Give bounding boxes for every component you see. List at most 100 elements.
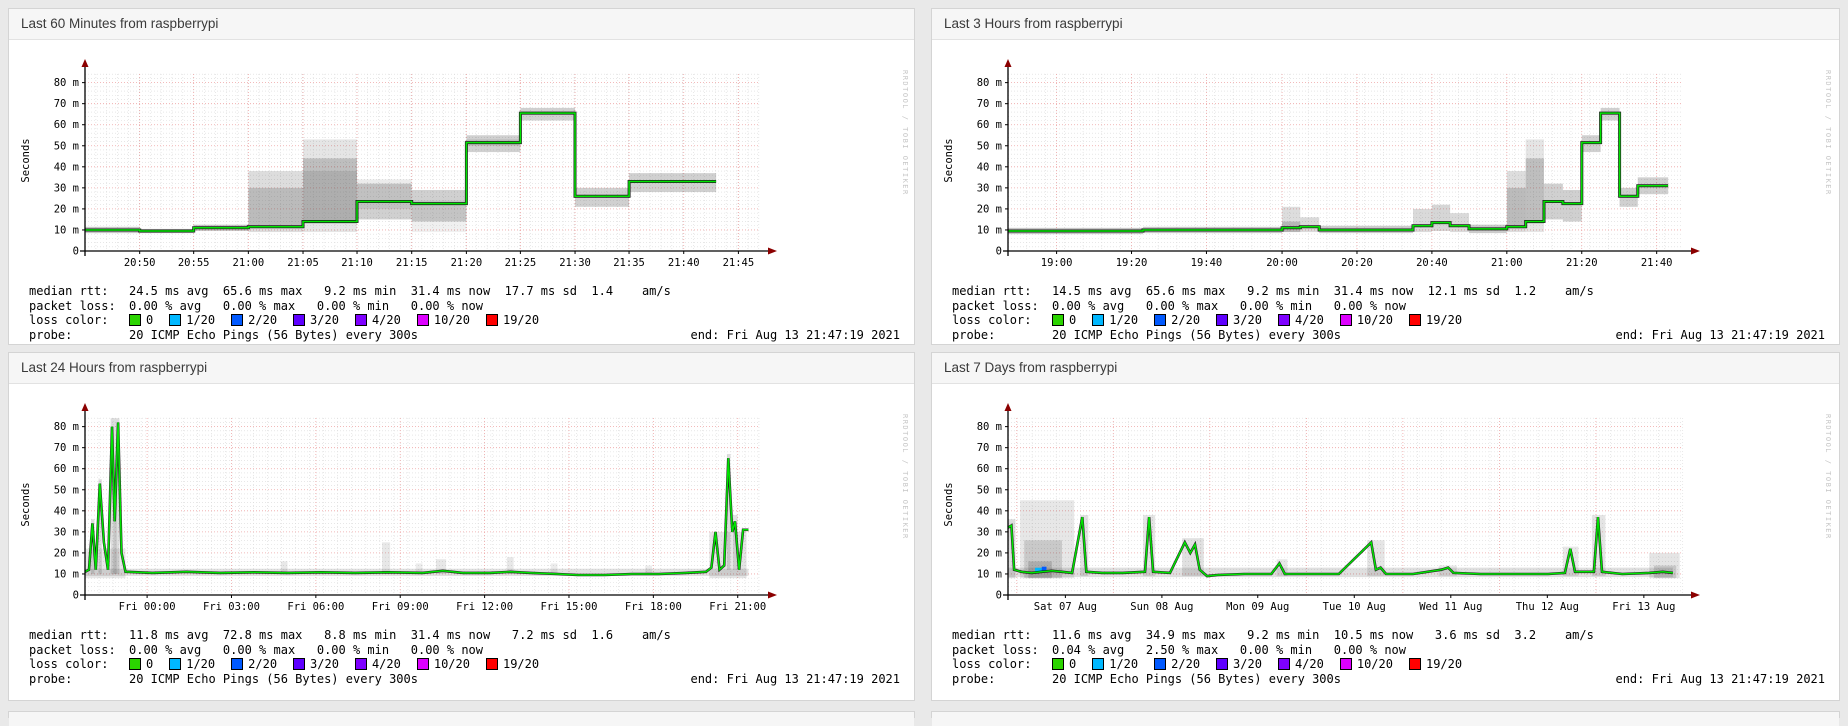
legend-color-swatch bbox=[416, 658, 429, 671]
legend-label: 19/20 bbox=[1425, 313, 1463, 327]
svg-text:30 m: 30 m bbox=[977, 526, 1002, 538]
svg-text:21:10: 21:10 bbox=[341, 257, 373, 269]
legend-color-swatch bbox=[354, 658, 367, 671]
stat-median-rtt: median rtt: 11.8 ms avg 72.8 ms max 8.8 m… bbox=[29, 628, 914, 643]
legend-label: 4/20 bbox=[371, 313, 401, 327]
legend-color-swatch bbox=[293, 314, 306, 327]
panel-header: Last 3 Hours from raspberrypi bbox=[932, 9, 1839, 40]
legend-item: 3/20 bbox=[1216, 657, 1262, 672]
panel-header bbox=[932, 712, 1839, 726]
svg-text:70 m: 70 m bbox=[977, 98, 1002, 110]
svg-text:60 m: 60 m bbox=[977, 119, 1002, 131]
legend-item: 0 bbox=[129, 657, 153, 672]
legend-color-swatch bbox=[1052, 658, 1064, 671]
svg-text:Thu 12 Aug: Thu 12 Aug bbox=[1516, 601, 1579, 613]
stat-label: median rtt: bbox=[29, 284, 109, 298]
legend-label: 0 bbox=[146, 657, 154, 671]
svg-text:20:55: 20:55 bbox=[178, 257, 210, 269]
legend-label: 0 bbox=[1069, 657, 1077, 671]
stat-label: loss color: bbox=[952, 657, 1032, 671]
legend-label: 0 bbox=[1069, 313, 1077, 327]
svg-text:Mon 09 Aug: Mon 09 Aug bbox=[1226, 601, 1289, 613]
legend-label: 19/20 bbox=[1425, 657, 1463, 671]
rrdtool-watermark: RRDTOOL / TOBI OETIKER bbox=[901, 414, 909, 540]
svg-text:10 m: 10 m bbox=[54, 224, 79, 236]
svg-text:Fri 00:00: Fri 00:00 bbox=[119, 601, 176, 613]
svg-text:0: 0 bbox=[996, 246, 1002, 258]
stat-packet-loss: packet loss: 0.04 % avg 2.50 % max 0.00 %… bbox=[952, 643, 1839, 658]
y-axis-label: Seconds bbox=[20, 138, 32, 182]
svg-text:21:20: 21:20 bbox=[451, 257, 483, 269]
smokeping-graph-24h[interactable]: Fri 00:00 Fri 03:00 Fri 06:00 Fri 09:00 Fri … bbox=[15, 390, 913, 626]
stat-value: 24.5 ms avg 65.6 ms max 9.2 ms min 31.4 … bbox=[129, 284, 671, 298]
loss-color-legend: 0 1/20 2/20 3/20 4/20 10/20 19/20 bbox=[129, 657, 555, 672]
legend-item: 10/20 bbox=[1339, 657, 1393, 672]
panel-last-3-hours: Last 3 Hours from raspberrypi 19:00 19:20… bbox=[931, 8, 1840, 345]
legend-color-swatch bbox=[1408, 314, 1421, 327]
legend-label: 10/20 bbox=[1356, 657, 1393, 671]
legend-color-swatch bbox=[169, 314, 182, 327]
legend-color-swatch bbox=[231, 658, 244, 671]
svg-text:Sat 07 Aug: Sat 07 Aug bbox=[1034, 601, 1097, 613]
svg-text:21:45: 21:45 bbox=[723, 257, 755, 269]
svg-text:19:00: 19:00 bbox=[1041, 257, 1073, 269]
svg-text:20:00: 20:00 bbox=[1266, 257, 1298, 269]
legend-color-swatch bbox=[485, 658, 498, 671]
end-timestamp: end: Fri Aug 13 21:47:19 2021 bbox=[690, 327, 900, 342]
rrdtool-watermark: RRDTOOL / TOBI OETIKER bbox=[1824, 414, 1832, 540]
legend-label: 2/20 bbox=[1171, 657, 1201, 671]
legend-item: 1/20 bbox=[169, 313, 215, 328]
panel-body: 19:00 19:20 19:40 20:00 20:20 20:40 21:00 21:20… bbox=[932, 40, 1839, 342]
rrdtool-watermark: RRDTOOL / TOBI OETIKER bbox=[901, 70, 909, 196]
panel-title: Last 24 Hours from raspberrypi bbox=[21, 360, 208, 375]
panel-header: Last 60 Minutes from raspberrypi bbox=[9, 9, 914, 40]
legend-item: 10/20 bbox=[416, 313, 470, 328]
legend-label: 19/20 bbox=[502, 657, 540, 671]
legend-label: 2/20 bbox=[248, 313, 278, 327]
svg-text:19:40: 19:40 bbox=[1191, 257, 1223, 269]
stat-label: median rtt: bbox=[952, 284, 1032, 298]
smokeping-graph-7d[interactable]: Sat 07 Aug Sun 08 Aug Mon 09 Aug Tue 10 Aug… bbox=[938, 390, 1836, 626]
legend-color-swatch bbox=[1339, 314, 1352, 327]
panel-header: Last 24 Hours from raspberrypi bbox=[9, 353, 914, 384]
svg-text:50 m: 50 m bbox=[977, 140, 1002, 152]
legend-item: 3/20 bbox=[293, 313, 339, 328]
svg-text:20 m: 20 m bbox=[977, 203, 1002, 215]
stat-label: packet loss: bbox=[952, 642, 1039, 657]
legend-item: 0 bbox=[1052, 313, 1076, 328]
svg-text:Tue 10 Aug: Tue 10 Aug bbox=[1323, 601, 1386, 613]
svg-text:Fri 03:00: Fri 03:00 bbox=[203, 601, 260, 613]
svg-text:70 m: 70 m bbox=[977, 442, 1002, 454]
legend-item: 0 bbox=[1052, 657, 1076, 672]
svg-text:Sun 08 Aug: Sun 08 Aug bbox=[1130, 601, 1193, 613]
panel-body: Sat 07 Aug Sun 08 Aug Mon 09 Aug Tue 10 Aug… bbox=[932, 384, 1839, 686]
svg-text:30 m: 30 m bbox=[54, 182, 79, 194]
panel-partial-left bbox=[8, 711, 915, 726]
graph-stats: median rtt: 11.6 ms avg 34.9 ms max 9.2 m… bbox=[938, 626, 1839, 686]
stat-label: packet loss: bbox=[29, 642, 116, 657]
stat-label: packet loss: bbox=[29, 298, 116, 313]
legend-item: 2/20 bbox=[1154, 313, 1200, 328]
stat-value: 0.00 % avg 0.00 % max 0.00 % min 0.00 % … bbox=[129, 298, 484, 313]
rrdtool-watermark: RRDTOOL / TOBI OETIKER bbox=[1824, 70, 1832, 196]
panel-last-24-hours: Last 24 Hours from raspberrypi Fri 00:00… bbox=[8, 352, 915, 701]
svg-text:20:50: 20:50 bbox=[124, 257, 156, 269]
stat-median-rtt: median rtt: 14.5 ms avg 65.6 ms max 9.2 m… bbox=[952, 284, 1839, 299]
svg-text:Fri 21:00: Fri 21:00 bbox=[709, 601, 766, 613]
smokeping-graph-60min[interactable]: 20:50 20:55 21:00 21:05 21:10 21:15 21:20 21:25… bbox=[15, 46, 913, 282]
svg-text:60 m: 60 m bbox=[977, 463, 1002, 475]
legend-color-swatch bbox=[169, 658, 182, 671]
svg-text:21:40: 21:40 bbox=[668, 257, 700, 269]
svg-text:21:40: 21:40 bbox=[1641, 257, 1673, 269]
legend-label: 1/20 bbox=[1109, 657, 1139, 671]
svg-text:21:00: 21:00 bbox=[1491, 257, 1523, 269]
stat-value: 11.6 ms avg 34.9 ms max 9.2 ms min 10.5 … bbox=[1052, 628, 1594, 642]
legend-item: 2/20 bbox=[1154, 657, 1200, 672]
stat-probe: probe: 20 ICMP Echo Pings (56 Bytes) ever… bbox=[952, 672, 1839, 687]
svg-text:21:35: 21:35 bbox=[613, 257, 645, 269]
svg-text:20:40: 20:40 bbox=[1416, 257, 1448, 269]
smokeping-graph-3h[interactable]: 19:00 19:20 19:40 20:00 20:20 20:40 21:00 21:20… bbox=[938, 46, 1836, 282]
stat-label: loss color: bbox=[952, 313, 1032, 327]
legend-item: 19/20 bbox=[1408, 313, 1463, 328]
panel-last-7-days: Last 7 Days from raspberrypi Sat 07 Aug S… bbox=[931, 352, 1840, 701]
